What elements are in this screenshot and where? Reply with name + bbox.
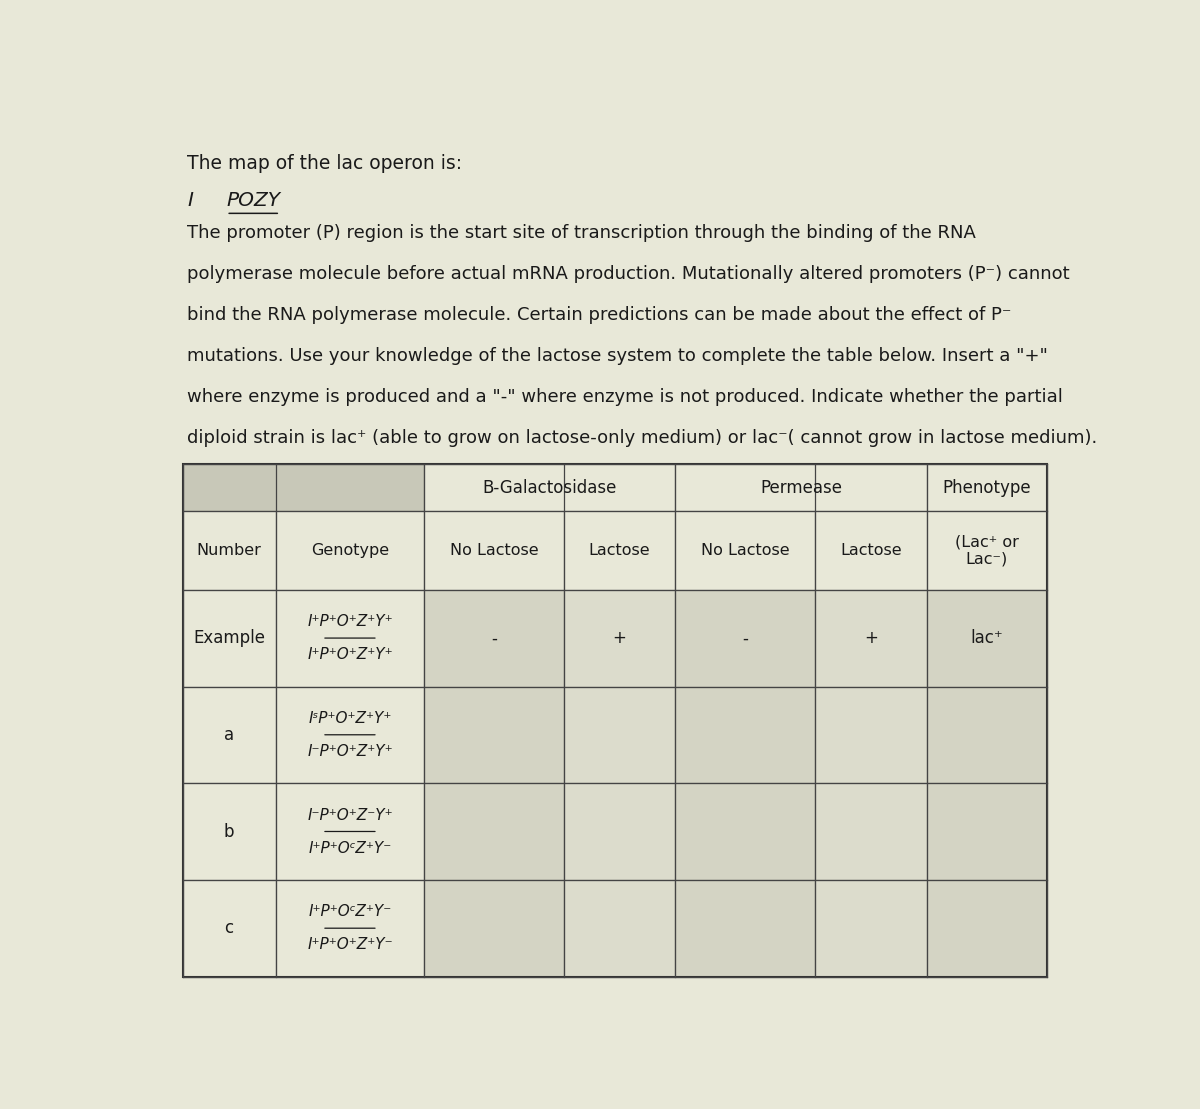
Text: Example: Example (193, 629, 265, 648)
Bar (676, 465, 926, 511)
Text: No Lactose: No Lactose (450, 543, 539, 558)
Bar (564, 590, 676, 686)
Text: Phenotype: Phenotype (943, 479, 1031, 497)
Text: diploid strain is lac⁺ (able to grow on lactose-only medium) or lac⁻( cannot gro: diploid strain is lac⁺ (able to grow on … (187, 429, 1098, 447)
Bar (182, 465, 1048, 977)
Text: a: a (224, 726, 234, 744)
Bar (425, 590, 564, 686)
Bar (276, 881, 425, 977)
Bar (182, 511, 276, 590)
Text: bind the RNA polymerase molecule. Certain predictions can be made about the effe: bind the RNA polymerase molecule. Certai… (187, 306, 1012, 325)
Text: b: b (224, 823, 234, 841)
Bar (564, 783, 676, 881)
Bar (676, 783, 815, 881)
Bar (425, 511, 564, 590)
Text: Lactose: Lactose (589, 543, 650, 558)
Text: IˢP⁺O⁺Z⁺Y⁺: IˢP⁺O⁺Z⁺Y⁺ (308, 711, 391, 726)
Bar (182, 465, 425, 511)
Text: polymerase molecule before actual mRNA production. Mutationally altered promoter: polymerase molecule before actual mRNA p… (187, 265, 1070, 284)
Bar (815, 511, 926, 590)
Text: The promoter (P) region is the start site of transcription through the binding o: The promoter (P) region is the start sit… (187, 224, 976, 243)
Bar (815, 881, 926, 977)
Bar (815, 590, 926, 686)
Text: Lactose: Lactose (840, 543, 901, 558)
Bar (926, 783, 1048, 881)
Bar (182, 590, 276, 686)
Bar (676, 590, 815, 686)
Bar (926, 686, 1048, 783)
Text: I⁺P⁺O⁺Z⁺Y⁻: I⁺P⁺O⁺Z⁺Y⁻ (307, 937, 392, 953)
Text: I⁺P⁺O⁺Z⁺Y⁺: I⁺P⁺O⁺Z⁺Y⁺ (307, 648, 392, 662)
Text: mutations. Use your knowledge of the lactose system to complete the table below.: mutations. Use your knowledge of the lac… (187, 347, 1048, 366)
Bar (425, 783, 564, 881)
Bar (276, 590, 425, 686)
Text: I⁺P⁺OᶜZ⁺Y⁻: I⁺P⁺OᶜZ⁺Y⁻ (308, 905, 391, 919)
Text: I⁻P⁺O⁺Z⁻Y⁺: I⁻P⁺O⁺Z⁻Y⁺ (307, 807, 392, 823)
Bar (182, 686, 276, 783)
Bar (926, 590, 1048, 686)
Bar (425, 686, 564, 783)
Text: I⁺P⁺OᶜZ⁺Y⁻: I⁺P⁺OᶜZ⁺Y⁻ (308, 841, 391, 856)
Bar (276, 511, 425, 590)
Bar (564, 881, 676, 977)
Bar (425, 465, 676, 511)
Bar (926, 511, 1048, 590)
Text: I: I (187, 191, 193, 210)
Bar (564, 511, 676, 590)
Bar (926, 881, 1048, 977)
Text: (Lac⁺ or
Lac⁻): (Lac⁺ or Lac⁻) (955, 535, 1019, 567)
Text: I⁻P⁺O⁺Z⁺Y⁺: I⁻P⁺O⁺Z⁺Y⁺ (307, 744, 392, 759)
Text: +: + (864, 629, 877, 648)
Bar (926, 465, 1048, 511)
Bar (425, 881, 564, 977)
Bar (182, 881, 276, 977)
Text: No Lactose: No Lactose (701, 543, 790, 558)
Bar (276, 783, 425, 881)
Text: B-Galactosidase: B-Galactosidase (482, 479, 617, 497)
Text: -: - (491, 629, 497, 648)
Bar (676, 686, 815, 783)
Text: Genotype: Genotype (311, 543, 389, 558)
Text: lac⁺: lac⁺ (971, 629, 1003, 648)
Bar (182, 783, 276, 881)
Text: where enzyme is produced and a "-" where enzyme is not produced. Indicate whethe: where enzyme is produced and a "-" where… (187, 388, 1063, 406)
Text: -: - (743, 629, 748, 648)
Bar (564, 686, 676, 783)
Text: I⁺P⁺O⁺Z⁺Y⁺: I⁺P⁺O⁺Z⁺Y⁺ (307, 614, 392, 629)
Bar (676, 511, 815, 590)
Text: Permease: Permease (760, 479, 842, 497)
Text: POZY: POZY (227, 191, 281, 210)
Text: +: + (613, 629, 626, 648)
Text: The map of the lac operon is:: The map of the lac operon is: (187, 154, 462, 173)
Bar (276, 686, 425, 783)
Text: c: c (224, 919, 234, 937)
Text: Number: Number (197, 543, 262, 558)
Bar (676, 881, 815, 977)
Bar (815, 686, 926, 783)
Bar (815, 783, 926, 881)
